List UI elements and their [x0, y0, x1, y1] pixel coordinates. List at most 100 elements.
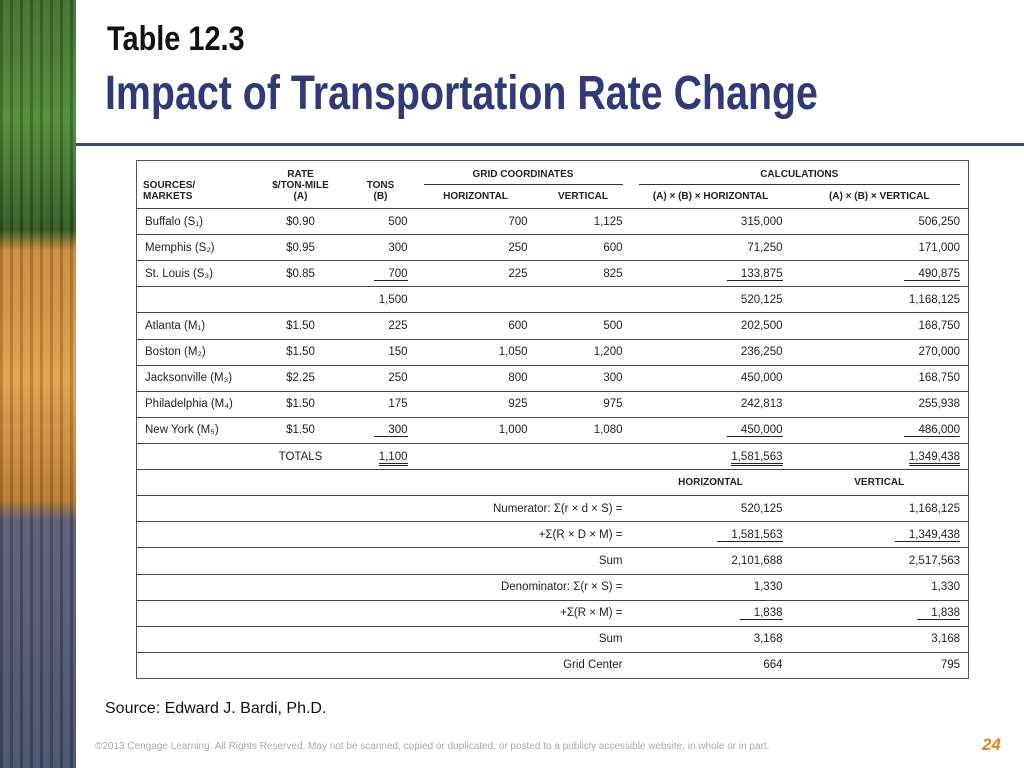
table-cell: 1,581,563 [630, 521, 791, 548]
table-row: Jacksonville (M₃) $2.25 250 800 300 450,000 16… [136, 364, 969, 392]
cell-text: $1.50 [286, 424, 315, 437]
column-header: (A) × (B) × HORIZONTAL [652, 191, 769, 202]
source-note: Source: Edward J. Bardi, Ph.D. [105, 700, 327, 717]
table-cell: Boston (M₂) [136, 338, 256, 366]
table-cell [415, 286, 536, 313]
cell-text: 800 [508, 372, 528, 385]
table-cell: 168,750 [790, 364, 969, 392]
table-cell: 825 [535, 260, 631, 287]
table-cell: 150 [345, 338, 416, 366]
cell-text: $1.50 [286, 398, 315, 411]
table-cell: 168,750 [790, 312, 969, 340]
table-row: Boston (M₂) $1.50 150 1,050 1,200 236,250 270,… [136, 338, 969, 366]
cell-text: 300 [374, 424, 408, 438]
cell-text: Numerator: Σ(r × d × S) = [493, 502, 623, 515]
cell-text: Boston (M₂) [145, 346, 206, 359]
table-cell: 520,125 [630, 286, 791, 313]
table-cell: $2.25 [255, 364, 346, 392]
calc-row: Sum 3,168 3,168 [136, 625, 969, 653]
cell-text: 1,330 [931, 581, 961, 594]
table-cell: 2,101,688 [630, 547, 791, 575]
table-row: Buffalo (S₁) $0.90 500 700 1,125 315,000 506,2… [136, 207, 969, 235]
group-header: GRID COORDINATES [416, 161, 631, 188]
table-cell: 71,250 [630, 234, 791, 261]
cell-text: $1.50 [286, 319, 315, 332]
cell-text: 202,500 [740, 319, 783, 332]
header-row: HORIZONTAL VERTICAL (A) × (B) × HORIZONTAL… [137, 187, 969, 208]
table-cell: 490,875 [790, 260, 969, 287]
cell-text: 520,125 [740, 502, 783, 515]
table-head: SOURCES/ MARKETS RATE $/TON-MILE (A) TONS … [137, 161, 969, 209]
calc-header-cell: HORIZONTAL [630, 469, 791, 496]
cell-text: 315,000 [740, 215, 783, 228]
table-row: St. Louis (S₃) $0.85 700 225 825 133,875 490,8… [136, 260, 969, 287]
table-cell: 315,000 [630, 207, 791, 235]
table-cell [136, 286, 256, 313]
cell-text: Grid Center [563, 659, 623, 672]
cell-text: 133,875 [726, 267, 783, 281]
table-row: Atlanta (M₁) $1.50 225 600 500 202,500 168,750 [136, 312, 969, 340]
cell-text: $0.85 [286, 267, 315, 280]
cell-text: 1,100 [378, 450, 408, 466]
slide-title: Impact of Transportation Rate Change [105, 67, 818, 120]
table-cell: Atlanta (M₁) [136, 312, 256, 340]
cell-text: Atlanta (M₁) [145, 319, 206, 332]
table-cell: 1,838 [790, 599, 969, 627]
table-row: New York (M₅) $1.50 300 1,000 1,080 450,000 48… [136, 416, 969, 444]
cell-text: 975 [603, 398, 623, 411]
table-cell: $1.50 [255, 312, 346, 340]
table-cell: $0.85 [255, 260, 346, 287]
table-cell: 800 [415, 364, 536, 392]
cell-text: 486,000 [904, 424, 961, 438]
table-cell: New York (M₅) [136, 416, 256, 444]
cell-text: 1,125 [593, 215, 623, 228]
cell-text: New York (M₅) [145, 424, 219, 437]
cell-text: 490,875 [904, 267, 961, 281]
table-cell: 1,838 [630, 599, 791, 627]
cell-text: 1,838 [739, 607, 783, 621]
cell-text: Sum [598, 554, 623, 567]
table-cell: 255,938 [790, 390, 969, 418]
table-cell: TOTALS [255, 442, 346, 470]
cell-text: St. Louis (S₃) [145, 267, 213, 280]
table-cell: 175 [345, 390, 416, 418]
cell-text: TOTALS [278, 450, 323, 463]
table-cell: 1,330 [790, 573, 969, 601]
table-cell [535, 286, 631, 313]
copyright: ©2013 Cengage Learning. All Rights Reser… [95, 741, 770, 752]
cell-text: 664 [763, 659, 783, 672]
calc-row: Numerator: Σ(r × d × S) = 520,125 1,168,12… [136, 495, 969, 522]
table-cell: St. Louis (S₃) [136, 260, 256, 287]
table-cell: 506,250 [790, 207, 969, 235]
table-cell: Sum [136, 625, 631, 653]
calc-row: +Σ(R × D × M) = 1,581,563 1,349,438 [136, 521, 969, 548]
cell-text: 700 [374, 267, 408, 281]
table-cell: Jacksonville (M₃) [136, 364, 256, 392]
cell-text: 450,000 [726, 424, 783, 438]
cell-text: 1,500 [378, 293, 408, 306]
cell-text: 300 [603, 372, 623, 385]
table-cell [535, 442, 631, 470]
table-cell: $0.95 [255, 234, 346, 261]
table-cell [136, 442, 256, 470]
cell-text: $2.25 [286, 372, 315, 385]
table-cell: 1,581,563 [630, 442, 791, 470]
calc-row: +Σ(R × M) = 1,838 1,838 [136, 599, 969, 627]
calc-row: Grid Center 664 795 [136, 651, 969, 679]
table-cell: $1.50 [255, 390, 346, 418]
column-header: SOURCES/ MARKETS [143, 180, 196, 202]
cell-text: 520,125 [740, 293, 783, 306]
table-cell: 236,250 [630, 338, 791, 366]
cell-text: 500 [603, 319, 623, 332]
table-cell: Buffalo (S₁) [136, 207, 256, 235]
cell-text: 1,050 [498, 346, 528, 359]
table-cell: 300 [345, 234, 416, 261]
cell-text: 225 [388, 319, 408, 332]
table-cell: 450,000 [630, 416, 791, 444]
column-header: HORIZONTAL [443, 191, 508, 202]
cell-text: 1,080 [593, 424, 623, 437]
table-body: Buffalo (S₁) $0.90 500 700 1,125 315,000 506,2… [136, 207, 969, 679]
cell-text: $0.95 [286, 241, 315, 254]
cell-text: 168,750 [918, 319, 961, 332]
